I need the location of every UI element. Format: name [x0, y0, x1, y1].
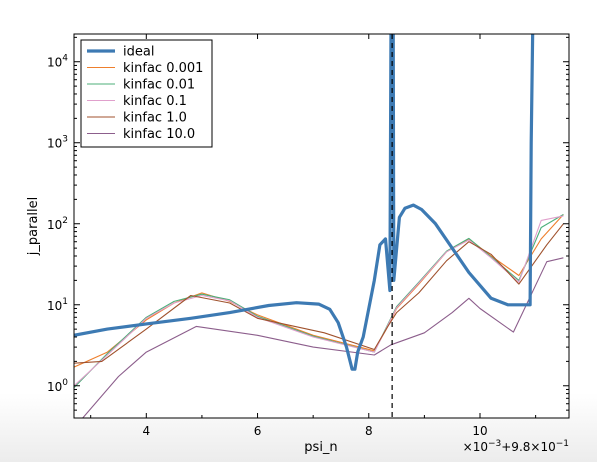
- y-tick-exponent: 0: [62, 378, 68, 388]
- y-tick-label: 103: [47, 135, 68, 151]
- x-offset-exp-2: −1: [556, 439, 569, 449]
- x-axis-label: psi_n: [304, 440, 337, 455]
- x-tick-label: 4: [142, 424, 150, 438]
- y-tick-base: 10: [47, 137, 62, 151]
- legend-label: kinfac 0.01: [123, 78, 195, 93]
- legend-label: kinfac 0.1: [123, 94, 187, 109]
- x-offset-label: ×10−3+9.8×10−1: [463, 439, 569, 454]
- y-tick-label: 100: [47, 378, 68, 394]
- x-tick-label: 10: [472, 424, 487, 438]
- y-tick-exponent: 3: [62, 135, 68, 145]
- y-axis-label: j_parallel: [26, 197, 41, 256]
- y-tick-label: 101: [47, 297, 68, 313]
- x-offset-part-1: ×10: [463, 440, 488, 454]
- series-layer: [74, 34, 564, 418]
- y-tick-label: 104: [47, 54, 68, 70]
- y-tick-base: 10: [47, 56, 62, 70]
- x-tick-label: 6: [254, 424, 262, 438]
- y-tick-label: 102: [47, 216, 68, 232]
- plot-frame: [73, 33, 570, 419]
- series-line-kinfac-1-0: [74, 223, 564, 364]
- legend-label: kinfac 0.001: [123, 61, 203, 76]
- y-tick-exponent: 2: [62, 216, 68, 226]
- series-line-ideal: [74, 34, 535, 371]
- legend-label: ideal: [123, 45, 154, 60]
- y-tick-exponent: 4: [62, 54, 68, 64]
- y-tick-base: 10: [47, 299, 62, 313]
- x-tick-label: 8: [365, 424, 373, 438]
- y-tick-base: 10: [47, 380, 62, 394]
- legend-box: [80, 39, 213, 148]
- x-offset-part-2: +9.8×10: [501, 440, 555, 454]
- y-tick-exponent: 1: [62, 297, 68, 307]
- legend-label: kinfac 10.0: [123, 127, 195, 142]
- y-tick-base: 10: [47, 218, 62, 232]
- x-offset-exp-1: −3: [488, 439, 501, 449]
- legend-label: kinfac 1.0: [123, 111, 187, 126]
- series-line-kinfac-10-0: [81, 257, 564, 418]
